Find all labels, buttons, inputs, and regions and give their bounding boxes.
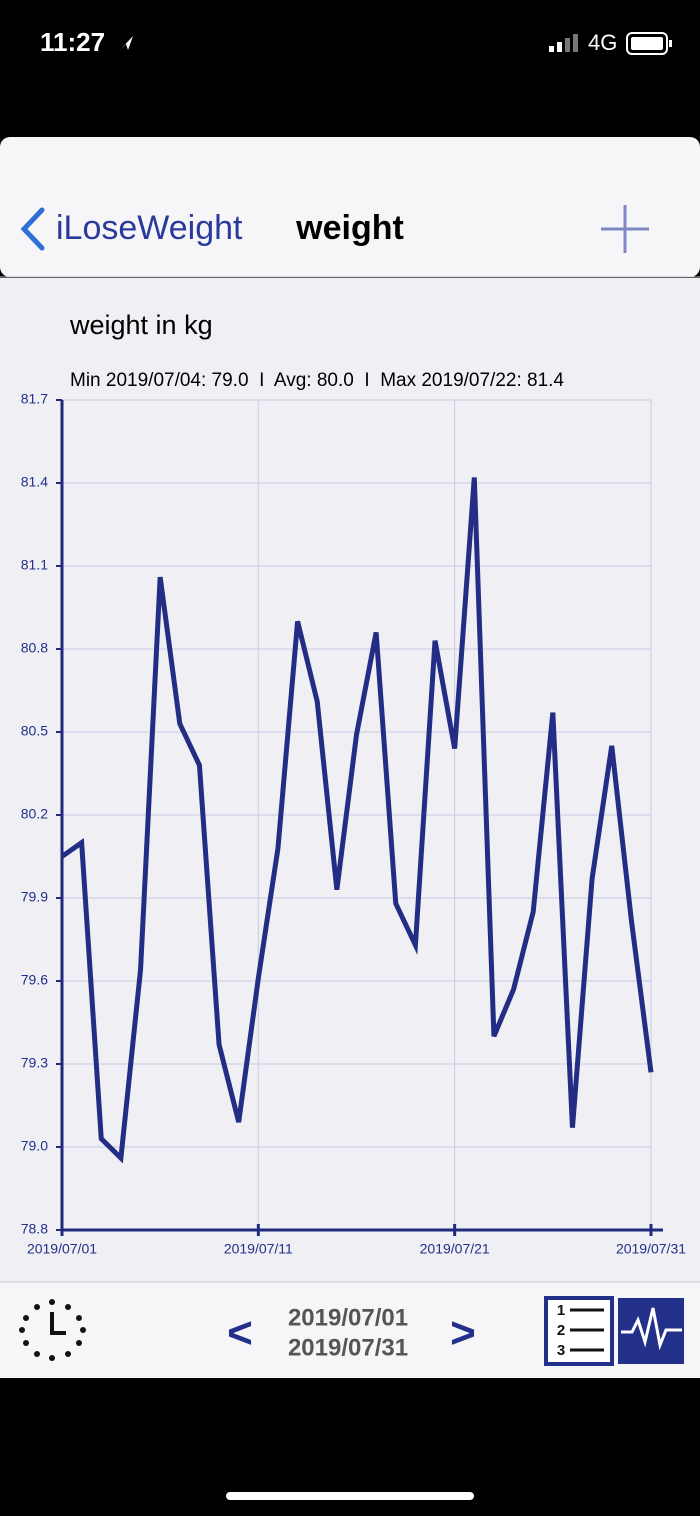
y-tick-label: 81.7	[21, 391, 48, 407]
clock-button[interactable]	[19, 1299, 86, 1361]
svg-text:3: 3	[557, 1342, 565, 1359]
y-tick-label: 79.6	[21, 972, 48, 988]
weight-line	[60, 477, 654, 1164]
chart-button[interactable]	[618, 1298, 684, 1364]
chart-subtitle: Min 2019/07/04: 79.0 I Avg: 80.0 I Max 2…	[70, 370, 564, 391]
signal-icon	[549, 34, 578, 52]
range-start: 2019/07/01	[288, 1304, 408, 1331]
y-tick-label: 79.0	[21, 1138, 48, 1154]
home-indicator	[226, 1492, 474, 1500]
chart-title: weight in kg	[69, 310, 213, 340]
range-end: 2019/07/31	[288, 1334, 408, 1361]
y-tick-label: 78.8	[21, 1221, 48, 1237]
back-arrow[interactable]	[20, 207, 45, 251]
nav-title: weight	[295, 209, 404, 247]
x-tick-label: 2019/07/21	[420, 1241, 490, 1257]
x-tick-label: 2019/07/31	[616, 1241, 686, 1257]
x-tick-label: 2019/07/01	[27, 1241, 97, 1257]
nav-bar	[0, 137, 700, 277]
back-button[interactable]: iLoseWeight	[56, 209, 243, 247]
next-button[interactable]: >	[450, 1309, 476, 1358]
y-tick-label: 79.3	[21, 1055, 48, 1071]
plot: 78.8 79.0 79.3 79.6 79.9 80.2 80.5 80.8 81.1 81.4…	[21, 391, 686, 1257]
y-tick-label: 81.4	[21, 474, 48, 490]
svg-text:1: 1	[557, 1302, 565, 1319]
y-tick-label: 80.5	[21, 723, 48, 739]
network: 4G	[588, 30, 617, 55]
location-icon	[120, 36, 133, 50]
y-tick-label: 80.8	[21, 640, 48, 656]
list-button[interactable]: 1 2 3	[544, 1296, 614, 1366]
prev-button[interactable]: <	[227, 1309, 253, 1358]
clock: 11:27	[40, 27, 105, 57]
y-tick-label: 80.2	[21, 806, 48, 822]
svg-text:2: 2	[557, 1322, 565, 1339]
battery-icon	[626, 32, 672, 55]
add-button[interactable]	[601, 205, 649, 253]
y-tick-label: 79.9	[21, 889, 48, 905]
x-tick-label: 2019/07/11	[224, 1241, 293, 1257]
y-tick-label: 81.1	[21, 557, 48, 573]
